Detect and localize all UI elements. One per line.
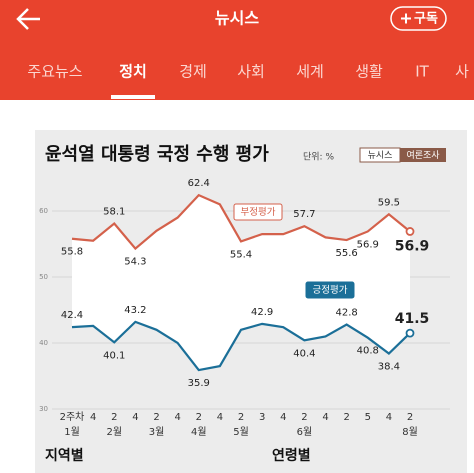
unit-label: 단위: %	[303, 152, 334, 163]
source-type: 여론조사	[406, 149, 440, 161]
source-badge-fill	[400, 148, 446, 162]
x-tick-label: 4	[386, 412, 392, 423]
value-label: 57.7	[293, 209, 315, 220]
app-bar	[0, 0, 474, 100]
month-label: 4월	[191, 426, 207, 438]
x-tick-label: 4	[322, 412, 328, 423]
y-tick-label: 60	[39, 207, 48, 215]
x-tick-label: 5	[365, 412, 371, 423]
month-label: 2월	[106, 426, 122, 438]
x-tick-label: 3	[259, 412, 265, 423]
value-label: 58.1	[103, 207, 125, 218]
x-tick-label: 4	[280, 412, 286, 423]
tab[interactable]: 정치	[119, 63, 147, 81]
series-callout	[305, 281, 355, 299]
tab[interactable]: 사회	[237, 63, 265, 81]
x-tick-label: 4	[132, 412, 138, 423]
plus-icon	[401, 13, 411, 24]
value-label: 40.1	[103, 350, 125, 361]
y-tick-label: 50	[39, 273, 48, 281]
subscribe-border	[390, 6, 447, 31]
value-label: 55.4	[230, 249, 252, 260]
value-label: 54.3	[124, 257, 146, 268]
value-label: 55.6	[335, 248, 357, 259]
series-line	[71, 320, 411, 372]
x-tick-label: 2	[407, 412, 413, 423]
subscribe-label: 구독	[414, 12, 438, 27]
month-label: 1월	[64, 426, 80, 438]
x-tick-label: 4	[174, 412, 180, 423]
series-callout	[233, 203, 283, 221]
end-point	[405, 328, 415, 338]
last-value-label: 56.9	[395, 238, 430, 254]
back-button[interactable]	[16, 8, 40, 30]
month-label: 5월	[233, 426, 249, 438]
band-between	[72, 195, 410, 371]
month-label: 6월	[297, 426, 313, 438]
y-tick-label: 40	[39, 339, 48, 347]
value-label: 43.2	[124, 305, 146, 316]
month-label: 3월	[149, 426, 165, 438]
y-tick-label: 30	[39, 405, 48, 413]
x-tick-label: 4	[217, 412, 223, 423]
value-label: 35.9	[188, 378, 210, 389]
footer-label: 지역별	[45, 447, 84, 464]
x-tick-label: 2	[238, 412, 244, 423]
value-label: 40.8	[357, 346, 379, 357]
value-label: 55.8	[61, 247, 83, 258]
x-tick-label: 4	[90, 412, 96, 423]
source-name: 뉴시스	[368, 150, 393, 161]
chart-title: 윤석열 대통령 국정 수행 평가	[45, 144, 269, 165]
x-tick-label: 2주차	[60, 411, 85, 423]
value-label: 42.9	[251, 307, 273, 318]
last-value-label: 41.5	[395, 311, 430, 327]
legend-label: 긍정평가	[313, 285, 348, 296]
tab-bar: 주요뉴스 정치 경제 사회 세계 생활 IT 사	[27, 63, 469, 99]
x-tick-label: 2	[343, 412, 349, 423]
value-label: 56.9	[357, 239, 379, 250]
value-label: 40.4	[293, 348, 315, 359]
subscribe-button[interactable]: 구독	[390, 6, 447, 31]
value-label: 38.4	[378, 362, 400, 373]
value-label: 62.4	[188, 178, 210, 189]
chart: 윤석열 대통령 국정 수행 평가 단위: % 뉴시스 여론조사 30 40 50 60 2주차 1…	[39, 144, 450, 464]
tab[interactable]: 세계	[296, 63, 324, 81]
x-tick-label: 2	[301, 412, 307, 423]
tab[interactable]: IT	[415, 63, 429, 81]
series-line	[71, 193, 411, 251]
month-label: 8월	[402, 426, 418, 438]
tab[interactable]: 사	[455, 63, 469, 81]
tab[interactable]: 주요뉴스	[27, 63, 82, 81]
legend-label: 부정평가	[241, 207, 276, 218]
x-tick-label: 2	[153, 412, 159, 423]
x-tick-label: 2	[111, 412, 117, 423]
value-label: 42.4	[61, 310, 83, 321]
end-point	[405, 227, 415, 236]
value-label: 59.5	[378, 197, 400, 208]
tab-indicator	[111, 95, 155, 99]
footer-label: 연령별	[272, 447, 311, 464]
value-label: 42.8	[335, 308, 357, 319]
tab[interactable]: 경제	[179, 63, 207, 81]
x-tick-label: 2	[196, 412, 202, 423]
app-title: 뉴시스	[215, 9, 259, 28]
tab[interactable]: 생활	[355, 63, 383, 81]
